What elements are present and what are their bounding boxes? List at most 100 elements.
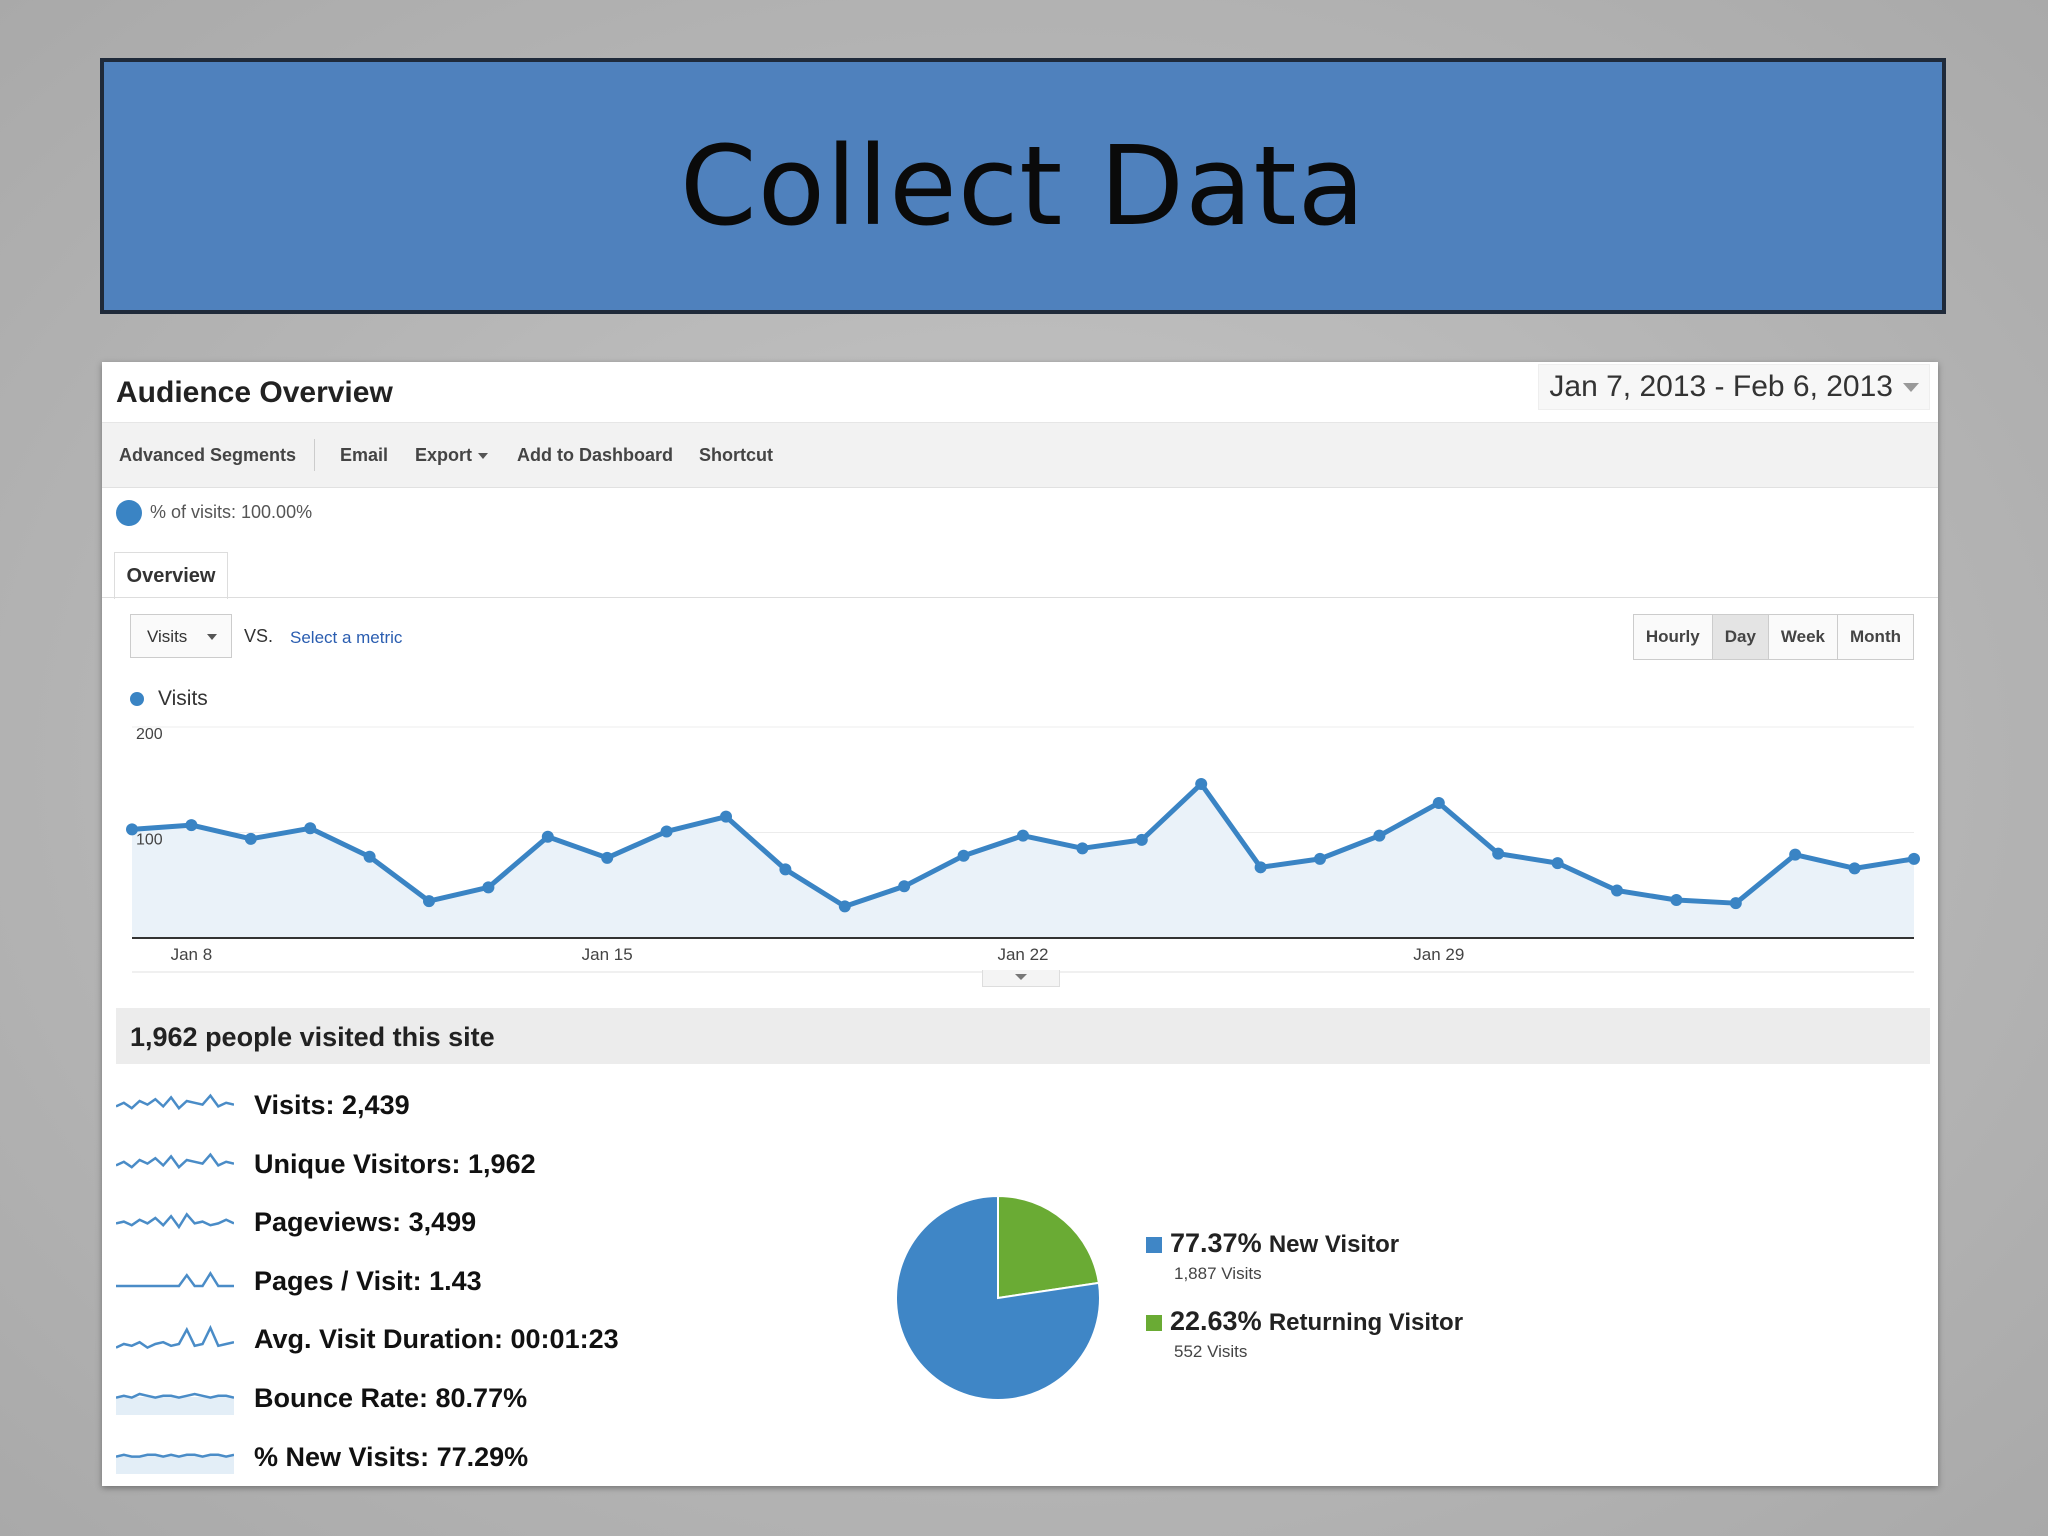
data-point[interactable] xyxy=(1076,842,1089,855)
pie-sub-new: 1,887 Visits xyxy=(1174,1264,1262,1283)
pie-slice-returning[interactable] xyxy=(997,1194,1101,1300)
x-tick-label: Jan 22 xyxy=(997,945,1048,964)
data-point[interactable] xyxy=(779,863,792,876)
sparkline-path xyxy=(116,1392,234,1399)
sparkline-fill xyxy=(116,1397,234,1415)
data-point[interactable] xyxy=(957,849,970,862)
data-point[interactable] xyxy=(838,900,851,913)
pie-pct-returning: 22.63% xyxy=(1170,1306,1262,1336)
data-point[interactable] xyxy=(185,819,198,832)
sparkline-icon xyxy=(116,1453,234,1474)
shortcut-button[interactable]: Shortcut xyxy=(699,445,773,465)
sparkline-path xyxy=(116,1325,234,1350)
select-metric-link[interactable]: Select a metric xyxy=(290,628,403,647)
data-point[interactable] xyxy=(1492,847,1505,860)
chart-collapse-handle[interactable] xyxy=(982,970,1060,987)
sparkline-fill xyxy=(116,1455,234,1474)
data-point[interactable] xyxy=(1551,857,1564,870)
data-point[interactable] xyxy=(660,825,673,838)
data-point[interactable] xyxy=(244,832,257,845)
data-point[interactable] xyxy=(423,895,435,908)
segment-indicator[interactable]: % of visits: 100.00% xyxy=(116,500,312,526)
sparkline-icon xyxy=(116,1212,234,1230)
sparkline-icon xyxy=(116,1270,234,1288)
pie-legend-returning: 22.63% Returning Visitor xyxy=(1146,1306,1463,1337)
data-point[interactable] xyxy=(304,822,317,835)
week-button[interactable]: Week xyxy=(1767,615,1838,659)
chart-legend: Visits xyxy=(130,687,208,711)
data-point[interactable] xyxy=(1729,897,1742,910)
sparkline-path xyxy=(116,1152,234,1169)
data-point[interactable] xyxy=(1373,829,1386,842)
pie-slice-new[interactable] xyxy=(895,1194,1101,1401)
tab-divider xyxy=(102,597,1938,598)
hourly-button[interactable]: Hourly xyxy=(1633,615,1712,659)
data-point[interactable] xyxy=(1611,884,1623,897)
analytics-panel: Audience Overview Jan 7, 2013 - Feb 6, 2… xyxy=(102,362,1938,1486)
legend-swatch-new xyxy=(1146,1237,1162,1254)
data-point[interactable] xyxy=(541,830,554,843)
sparkline-path xyxy=(116,1212,234,1230)
pie-name-new: New Visitor xyxy=(1268,1231,1400,1258)
panel-header: Audience Overview Jan 7, 2013 - Feb 6, 2… xyxy=(102,362,1938,423)
export-button[interactable]: Export xyxy=(415,445,489,466)
visitor-pie-chart xyxy=(895,1194,1101,1401)
advanced-segments-button[interactable]: Advanced Segments xyxy=(119,445,297,465)
pie-sub-returning: 552 Visits xyxy=(1174,1342,1248,1361)
data-point[interactable] xyxy=(1908,852,1920,865)
sparkline-path xyxy=(116,1453,234,1458)
data-point[interactable] xyxy=(898,880,911,893)
x-tick-label: Jan 8 xyxy=(171,945,213,964)
stat-label: Unique Visitors: 1,962 xyxy=(254,1148,536,1179)
toolbar: Advanced Segments Email Export Add to Da… xyxy=(102,423,1938,488)
date-range-label: Jan 7, 2013 - Feb 6, 2013 xyxy=(1549,370,1893,403)
sparkline-icon xyxy=(116,1093,234,1111)
granularity-switcher: Hourly Day Week Month xyxy=(1632,614,1914,660)
sparkline-icon xyxy=(116,1152,234,1169)
email-button[interactable]: Email xyxy=(340,445,389,465)
stat-label: Visits: 2,439 xyxy=(254,1090,410,1120)
data-point[interactable] xyxy=(1789,848,1802,861)
data-point[interactable] xyxy=(601,851,614,864)
area-fill xyxy=(132,783,1914,938)
y-tick-label: 100 xyxy=(136,832,163,849)
month-button[interactable]: Month xyxy=(1837,615,1913,659)
legend-marker xyxy=(130,692,144,707)
pie-name-returning: Returning Visitor xyxy=(1268,1309,1464,1336)
tab-overview[interactable]: Overview xyxy=(114,552,228,599)
sparkline-path xyxy=(116,1270,234,1288)
page-title: Audience Overview xyxy=(116,376,393,409)
data-point[interactable] xyxy=(1432,796,1445,809)
data-point[interactable] xyxy=(363,850,376,863)
stat-label: Avg. Visit Duration: 00:01:23 xyxy=(254,1324,619,1355)
data-point[interactable] xyxy=(1314,852,1326,865)
metric-dropdown[interactable]: Visits xyxy=(130,614,232,658)
metric-dropdown-label: Visits xyxy=(147,627,188,646)
data-point[interactable] xyxy=(126,823,138,836)
data-point[interactable] xyxy=(1195,777,1208,790)
data-point[interactable] xyxy=(720,810,732,823)
data-point[interactable] xyxy=(1848,862,1861,875)
slide-title: Collect Data xyxy=(679,122,1367,250)
stat-label: % New Visits: 77.29% xyxy=(254,1441,529,1472)
x-tick-label: Jan 29 xyxy=(1413,945,1464,964)
chevron-down-icon xyxy=(1903,383,1919,392)
sparkline-icon xyxy=(116,1392,234,1415)
stat-label: Pages / Visit: 1.43 xyxy=(254,1265,482,1296)
x-tick-label: Jan 15 xyxy=(582,945,633,964)
day-button[interactable]: Day xyxy=(1711,615,1768,659)
pie-segment-icon xyxy=(116,500,142,526)
data-point[interactable] xyxy=(1670,894,1683,907)
visits-line-chart: 200 100 Jan 8 Jan 15 Jan 22 Jan 29 xyxy=(126,726,1920,973)
vs-label: VS. xyxy=(244,626,274,646)
date-range-picker[interactable]: Jan 7, 2013 - Feb 6, 2013 xyxy=(1538,364,1930,410)
chevron-down-icon xyxy=(207,634,217,640)
sparkline-path xyxy=(116,1093,234,1111)
add-to-dashboard-button[interactable]: Add to Dashboard xyxy=(517,445,673,465)
data-point[interactable] xyxy=(1017,829,1029,842)
legend-swatch-returning xyxy=(1146,1315,1162,1332)
toolbar-divider xyxy=(314,439,315,471)
data-point[interactable] xyxy=(1254,861,1267,874)
data-point[interactable] xyxy=(482,881,495,894)
data-point[interactable] xyxy=(1135,833,1148,846)
